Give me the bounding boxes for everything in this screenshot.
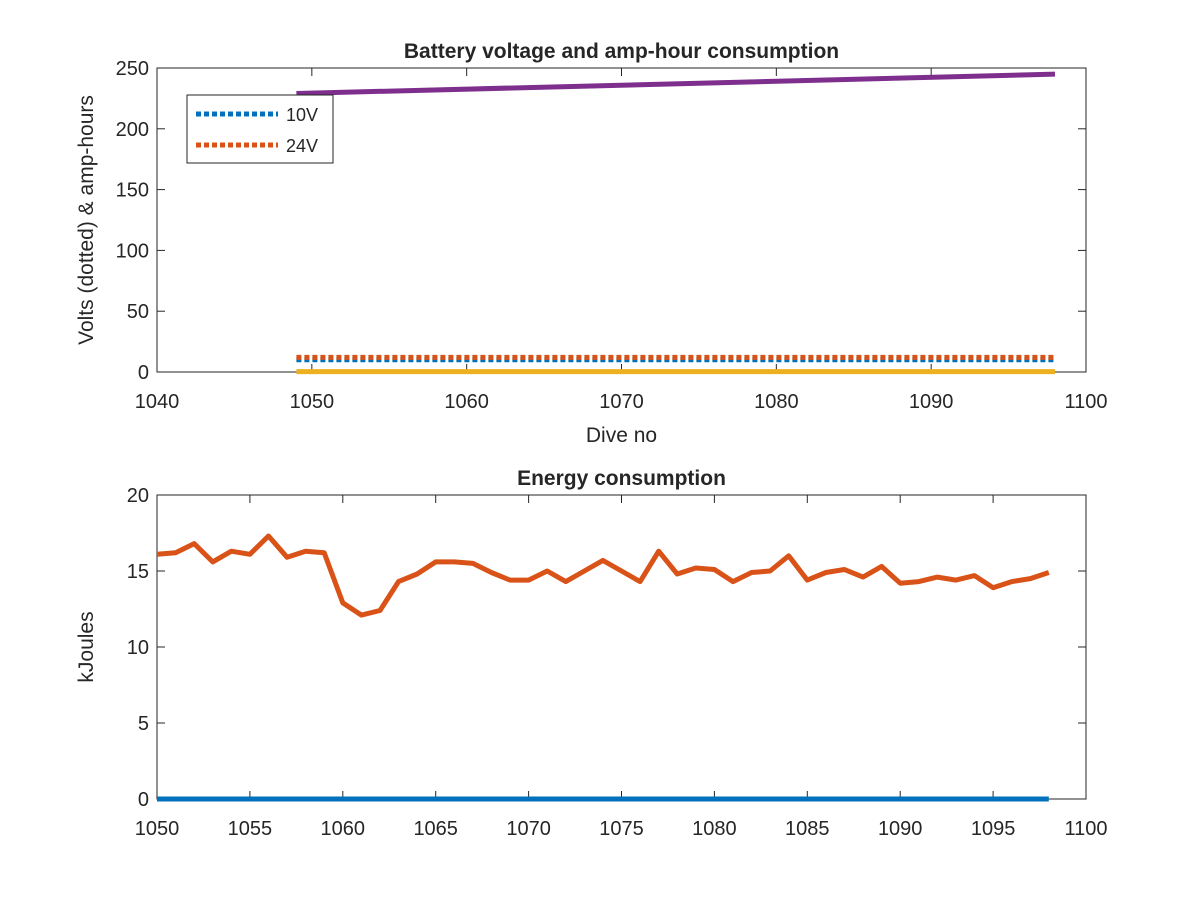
chart2-title: Energy consumption <box>517 467 726 490</box>
chart1-title: Battery voltage and amp-hour consumption <box>404 40 839 63</box>
chart1-y-tick-label: 200 <box>116 119 149 141</box>
chart2-x-tick-label: 1065 <box>413 818 458 840</box>
chart1-legend-label-24v: 24V <box>286 136 318 156</box>
chart2-series-line-1 <box>156 533 1050 618</box>
chart1-y-tick-label: 50 <box>127 301 149 323</box>
chart2-y-tick-label: 5 <box>138 713 149 735</box>
chart2-x-tick-label: 1085 <box>785 818 830 840</box>
chart1-y-tick-label: 0 <box>138 362 149 384</box>
chart2-x-tick-label: 1095 <box>971 818 1016 840</box>
chart1-x-tick-label: 1070 <box>599 391 644 413</box>
chart2-x-tick-label: 1055 <box>228 818 273 840</box>
chart2-axes-box <box>156 494 1087 800</box>
chart2-y-tick-label: 10 <box>127 637 149 659</box>
chart2-x-tick-label: 1050 <box>135 818 180 840</box>
chart1-legend-label-10v: 10V <box>286 105 318 125</box>
chart1-series-line-4 <box>296 71 1056 96</box>
chart1-x-tick-label: 1050 <box>290 391 335 413</box>
chart2-y-tick-label: 20 <box>127 485 149 507</box>
chart2-x-tick-label: 1070 <box>506 818 551 840</box>
chart1-y-tick-label: 250 <box>116 58 149 80</box>
chart1-x-axis-label: Dive no <box>586 424 657 447</box>
chart2-x-tick-label: 1075 <box>599 818 644 840</box>
chart1-legend-box <box>186 94 334 164</box>
chart1-x-tick-label: 1090 <box>909 391 954 413</box>
chart1-y-tick-label: 100 <box>116 240 149 262</box>
chart1-x-tick-label: 1060 <box>444 391 489 413</box>
chart2-y-tick-label: 0 <box>138 789 149 811</box>
chart1-x-tick-label: 1100 <box>1064 391 1107 413</box>
chart1-x-tick-label: 1080 <box>754 391 799 413</box>
chart2-y-tick-label: 15 <box>127 561 149 583</box>
chart1-y-tick-label: 150 <box>116 180 149 202</box>
chart2-x-tick-label: 1090 <box>878 818 923 840</box>
chart2-y-axis-label: kJoules <box>75 611 98 682</box>
chart2-x-tick-label: 1060 <box>321 818 366 840</box>
chart1-x-tick-label: 1040 <box>135 391 180 413</box>
chart2-x-tick-label: 1100 <box>1064 818 1107 840</box>
chart2-x-tick-label: 1080 <box>692 818 737 840</box>
chart1-y-axis-label: Volts (dotted) & amp-hours <box>75 95 98 345</box>
